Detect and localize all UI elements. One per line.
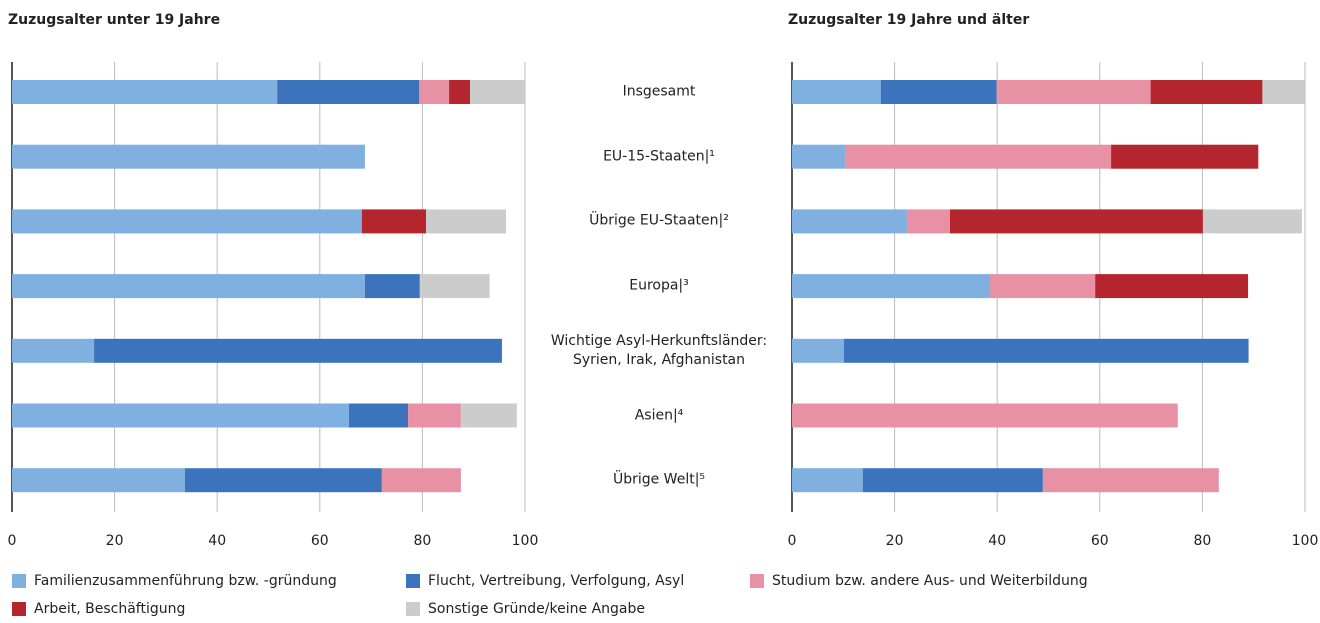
bar-segment [94, 338, 502, 363]
bar-segment [792, 468, 863, 493]
bar-segment [12, 80, 278, 104]
chart-title: Zuzugsalter 19 Jahre und älter [788, 12, 1029, 28]
x-tick-label: 0 [8, 533, 17, 549]
legend-label: Sonstige Gründe/keine Angabe [428, 601, 645, 617]
bar-segment [792, 274, 991, 299]
legend-swatch [12, 602, 26, 616]
category-label: EU-15-Staaten|¹ [603, 148, 715, 165]
legend-label: Flucht, Vertreibung, Verfolgung, Asyl [428, 573, 684, 589]
x-tick-label: 60 [311, 533, 329, 549]
x-tick-label: 80 [413, 533, 431, 549]
category-label: Übrige Welt|⁵ [612, 471, 706, 488]
bar-segment [361, 209, 426, 234]
legend-swatch [406, 574, 420, 588]
bar-segment [12, 209, 362, 234]
x-tick-label: 60 [1091, 533, 1109, 549]
bar-segment [12, 144, 365, 169]
bar-segment [12, 403, 350, 428]
bar-segment [906, 209, 951, 234]
bar-segment [950, 209, 1203, 234]
category-label: Asien|⁴ [634, 407, 684, 423]
x-tick-label: 80 [1193, 533, 1211, 549]
bar-segment [460, 403, 517, 428]
x-tick-label: 20 [106, 533, 124, 549]
bar-segment [792, 80, 881, 104]
category-label: Übrige EU-Staaten|² [589, 212, 729, 229]
bar-segment [12, 274, 365, 299]
bar-segment [470, 80, 525, 104]
legend-label: Familienzusammenführung bzw. -gründung [34, 573, 337, 589]
bar-segment [880, 80, 997, 104]
category-label: Wichtige Asyl-Herkunftsländer: Syrien, I… [550, 332, 768, 368]
bar-segment [1150, 80, 1263, 104]
bar-segment [845, 144, 1112, 169]
bar-segment [408, 403, 461, 428]
legend-swatch [406, 602, 420, 616]
bar-segment [862, 468, 1043, 493]
category-label: Europa|³ [629, 277, 689, 294]
x-tick-label: 40 [988, 533, 1006, 549]
bar-segment [792, 144, 846, 169]
x-tick-label: 0 [788, 533, 797, 549]
chart-title: Zuzugsalter unter 19 Jahre [8, 12, 220, 28]
legend-label: Studium bzw. andere Aus- und Weiterbildu… [772, 573, 1088, 589]
x-tick-label: 100 [512, 533, 539, 549]
bar-segment [843, 338, 1249, 363]
bar-segment [792, 403, 1178, 428]
bar-segment [996, 80, 1151, 104]
bar-segment [1262, 80, 1305, 104]
x-tick-label: 100 [1292, 533, 1319, 549]
bar-segment [12, 338, 95, 363]
category-label: Insgesamt [622, 83, 696, 100]
bar-segment [425, 209, 507, 234]
legend-swatch [12, 574, 26, 588]
bar-segment [449, 80, 471, 104]
bar-segment [792, 338, 844, 363]
bar-segment [419, 80, 450, 104]
bar-segment [381, 468, 461, 493]
bar-segment [792, 209, 907, 234]
legend-label: Arbeit, Beschäftigung [34, 601, 185, 617]
legend-swatch [750, 574, 764, 588]
bar-segment [1111, 144, 1259, 169]
x-tick-label: 20 [886, 533, 904, 549]
bar-segment [364, 274, 420, 299]
bar-segment [12, 468, 185, 493]
bar-segment [349, 403, 409, 428]
x-tick-label: 40 [208, 533, 226, 549]
bar-segment [184, 468, 382, 493]
bar-segment [419, 274, 490, 299]
bar-segment [1042, 468, 1219, 493]
bar-segment [1095, 274, 1249, 299]
bar-segment [277, 80, 420, 104]
bar-segment [990, 274, 1096, 299]
bar-segment [1202, 209, 1302, 234]
